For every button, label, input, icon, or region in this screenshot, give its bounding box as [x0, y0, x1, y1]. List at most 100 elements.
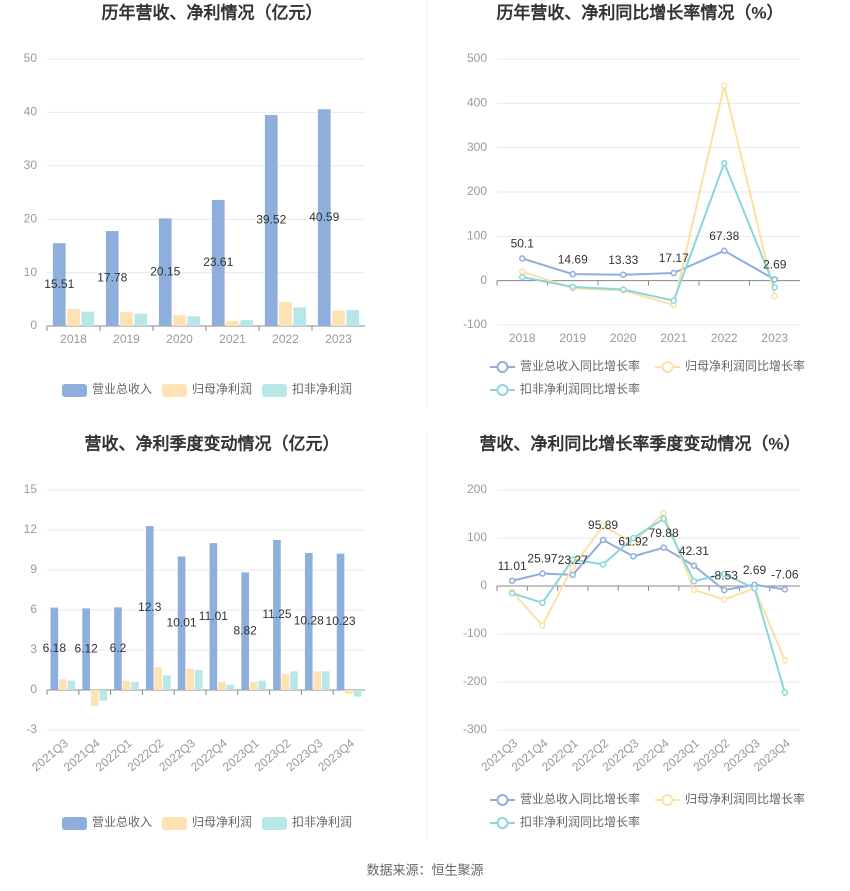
y-tick-label: 500 — [467, 51, 487, 65]
data-label: 6.12 — [74, 641, 98, 655]
bar — [304, 552, 313, 690]
bar — [264, 114, 278, 327]
y-tick-label: 30 — [24, 158, 38, 172]
point — [508, 577, 516, 584]
y-tick-label: -300 — [463, 722, 487, 736]
legend-label: 营业总收入 — [92, 382, 152, 396]
legend-marker — [496, 817, 509, 829]
bar — [218, 682, 226, 690]
point — [690, 586, 698, 594]
legend-label: 扣非净利润 — [292, 815, 352, 829]
data-label: 10.23 — [326, 614, 356, 628]
bar — [346, 309, 360, 326]
point — [569, 563, 576, 571]
x-tick-label: 2022 — [272, 332, 299, 346]
data-label: 20.15 — [150, 264, 180, 278]
bar — [332, 310, 345, 326]
x-tick-label: 2023 — [325, 332, 352, 346]
legend-marker — [496, 794, 509, 806]
bar — [209, 543, 218, 690]
point — [781, 586, 789, 593]
point — [660, 544, 667, 551]
bar — [105, 231, 119, 326]
point — [670, 269, 677, 277]
bar — [50, 607, 59, 690]
data-label: 67.38 — [709, 229, 739, 243]
line — [511, 517, 786, 693]
bar — [281, 674, 290, 690]
point — [771, 284, 778, 291]
data-label: 12.3 — [138, 600, 162, 614]
y-tick-label: 50 — [24, 51, 38, 65]
data-label: 17.17 — [659, 251, 689, 265]
point — [519, 273, 526, 281]
bar — [131, 682, 139, 690]
data-label: 23.27 — [558, 553, 588, 567]
bar — [317, 109, 331, 327]
data-label: 8.82 — [233, 623, 257, 637]
point — [630, 553, 637, 560]
bar — [81, 311, 95, 326]
y-tick-label: 3 — [30, 642, 37, 656]
bar — [211, 199, 225, 326]
bar — [173, 315, 186, 326]
point — [630, 534, 637, 542]
point — [508, 589, 516, 597]
bar — [345, 690, 353, 694]
y-tick-label: 400 — [467, 96, 487, 110]
data-label: 2.69 — [743, 563, 767, 577]
data-label: 6.2 — [110, 641, 127, 655]
bar — [336, 553, 345, 690]
y-tick-label: 0 — [30, 318, 37, 332]
point — [670, 297, 677, 304]
y-tick-label: 10 — [24, 265, 38, 279]
x-tick-label: 2020 — [166, 332, 193, 346]
point — [569, 571, 576, 579]
y-tick-label: 100 — [467, 530, 487, 544]
bar — [187, 316, 201, 326]
legend-label: 扣非净利润 — [292, 382, 352, 396]
bar — [353, 690, 362, 697]
bar — [290, 671, 298, 690]
bar — [240, 320, 254, 326]
data-label: 2.69 — [763, 258, 787, 272]
legend-label: 营业总收入同比增长率 — [520, 791, 640, 806]
legend-swatch — [162, 384, 187, 397]
data-label: 50.1 — [511, 237, 535, 251]
point — [660, 515, 667, 523]
legend-label: 归母净利润同比增长率 — [685, 791, 805, 806]
bar — [82, 608, 90, 690]
point — [599, 522, 607, 530]
y-tick-label: 15 — [24, 482, 38, 496]
line — [522, 160, 776, 302]
data-label: 95.89 — [588, 518, 618, 532]
legend-swatch — [62, 817, 87, 830]
y-tick-label: 200 — [467, 482, 487, 496]
point — [771, 292, 778, 300]
bar — [273, 540, 281, 690]
chart-title: 营收、净利季度变动情况（亿元） — [85, 433, 340, 453]
legend-marker — [496, 384, 509, 396]
bar — [67, 308, 80, 326]
bar — [194, 670, 203, 690]
x-tick-label: 2018 — [509, 331, 536, 345]
legend-marker — [661, 361, 674, 373]
legend-label: 扣非净利润同比增长率 — [520, 381, 640, 396]
x-tick-label: 2020 — [610, 331, 637, 345]
y-tick-label: 0 — [30, 682, 37, 696]
bar — [122, 680, 131, 690]
data-label: 15.51 — [44, 277, 74, 291]
data-label: 61.92 — [618, 534, 648, 548]
data-label: 10.28 — [294, 614, 324, 628]
legend-swatch — [62, 384, 87, 397]
point — [599, 536, 607, 544]
data-label: 23.61 — [203, 255, 233, 269]
data-label: 42.31 — [679, 544, 709, 558]
bar — [177, 556, 186, 690]
x-tick-label: 2019 — [559, 331, 586, 345]
data-label: 25.97 — [527, 552, 557, 566]
chart-title: 历年营收、净利同比增长率情况（%） — [496, 2, 783, 22]
bar — [114, 607, 122, 690]
chart-title: 历年营收、净利情况（亿元） — [102, 2, 323, 22]
data-label: -7.06 — [771, 568, 799, 582]
